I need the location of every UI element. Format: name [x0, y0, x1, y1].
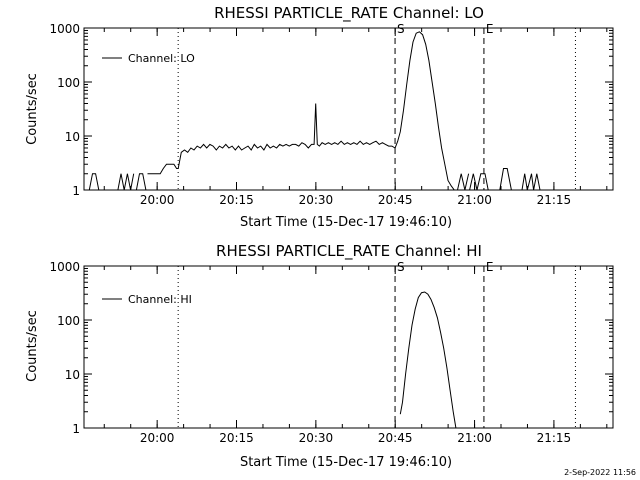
- x-tick-label: 20:30: [299, 193, 334, 207]
- y-axis-label: Counts/sec: [25, 310, 40, 382]
- x-tick-label: 21:00: [457, 193, 492, 207]
- x-tick-label: 21:00: [457, 431, 492, 445]
- x-tick-label: 20:00: [140, 193, 175, 207]
- y-tick-label: 100: [57, 76, 80, 90]
- series-line: [88, 173, 100, 191]
- y-axis-label: Counts/sec: [25, 73, 40, 145]
- plot-frame: [83, 27, 614, 191]
- y-tick-label: 10: [65, 368, 80, 382]
- y-tick-label: 1: [72, 184, 80, 198]
- time-marker-label: E: [486, 22, 494, 36]
- time-marker-label: E: [486, 260, 494, 274]
- y-tick-label: 100: [57, 314, 80, 328]
- chart-title: RHESSI PARTICLE_RATE Channel: HI: [216, 242, 482, 261]
- series-line: [147, 31, 457, 191]
- x-tick-label: 20:45: [378, 431, 413, 445]
- series-line: [499, 168, 512, 191]
- y-tick-label: 10: [65, 130, 80, 144]
- panel-lo: RHESSI PARTICLE_RATE Channel: LO Start T…: [25, 4, 614, 230]
- legend-label: Channel: LO: [128, 52, 195, 65]
- x-tick-label: 20:15: [219, 431, 254, 445]
- series-line: [469, 173, 489, 191]
- time-marker-label: S: [397, 260, 405, 274]
- x-tick-label: 20:30: [299, 431, 334, 445]
- y-tick-label: 1000: [49, 260, 80, 274]
- axis-ticks: 20:00 20:15 20:30 20:45 21:00 21:15 1 10 100 1000: [49, 22, 613, 207]
- x-tick-label: 20:00: [140, 431, 175, 445]
- panel-hi: RHESSI PARTICLE_RATE Channel: HI Start T…: [25, 242, 614, 470]
- time-marker-label: S: [397, 22, 405, 36]
- chart-title: RHESSI PARTICLE_RATE Channel: LO: [214, 4, 484, 23]
- y-tick-label: 1000: [49, 22, 80, 36]
- x-tick-label: 20:15: [219, 193, 254, 207]
- x-tick-label: 21:15: [537, 193, 572, 207]
- y-tick-label: 1: [72, 422, 80, 436]
- footer-timestamp: 2-Sep-2022 11:56: [564, 468, 636, 477]
- series-line: [135, 173, 147, 191]
- series-line: [399, 291, 457, 429]
- data-lines: [399, 291, 457, 429]
- legend-label: Channel: HI: [128, 293, 192, 306]
- x-tick-label: 21:15: [537, 431, 572, 445]
- series-line: [117, 173, 135, 191]
- x-tick-label: 20:45: [378, 193, 413, 207]
- axis-ticks: 20:00 20:15 20:30 20:45 21:00 21:15 1 10 100 1000: [49, 260, 613, 445]
- series-line: [457, 173, 470, 191]
- series-line: [521, 173, 541, 191]
- data-lines: [88, 31, 541, 191]
- x-axis-label: Start Time (15-Dec-17 19:46:10): [240, 455, 452, 470]
- plot-frame: [83, 265, 614, 429]
- x-axis-label: Start Time (15-Dec-17 19:46:10): [240, 215, 452, 230]
